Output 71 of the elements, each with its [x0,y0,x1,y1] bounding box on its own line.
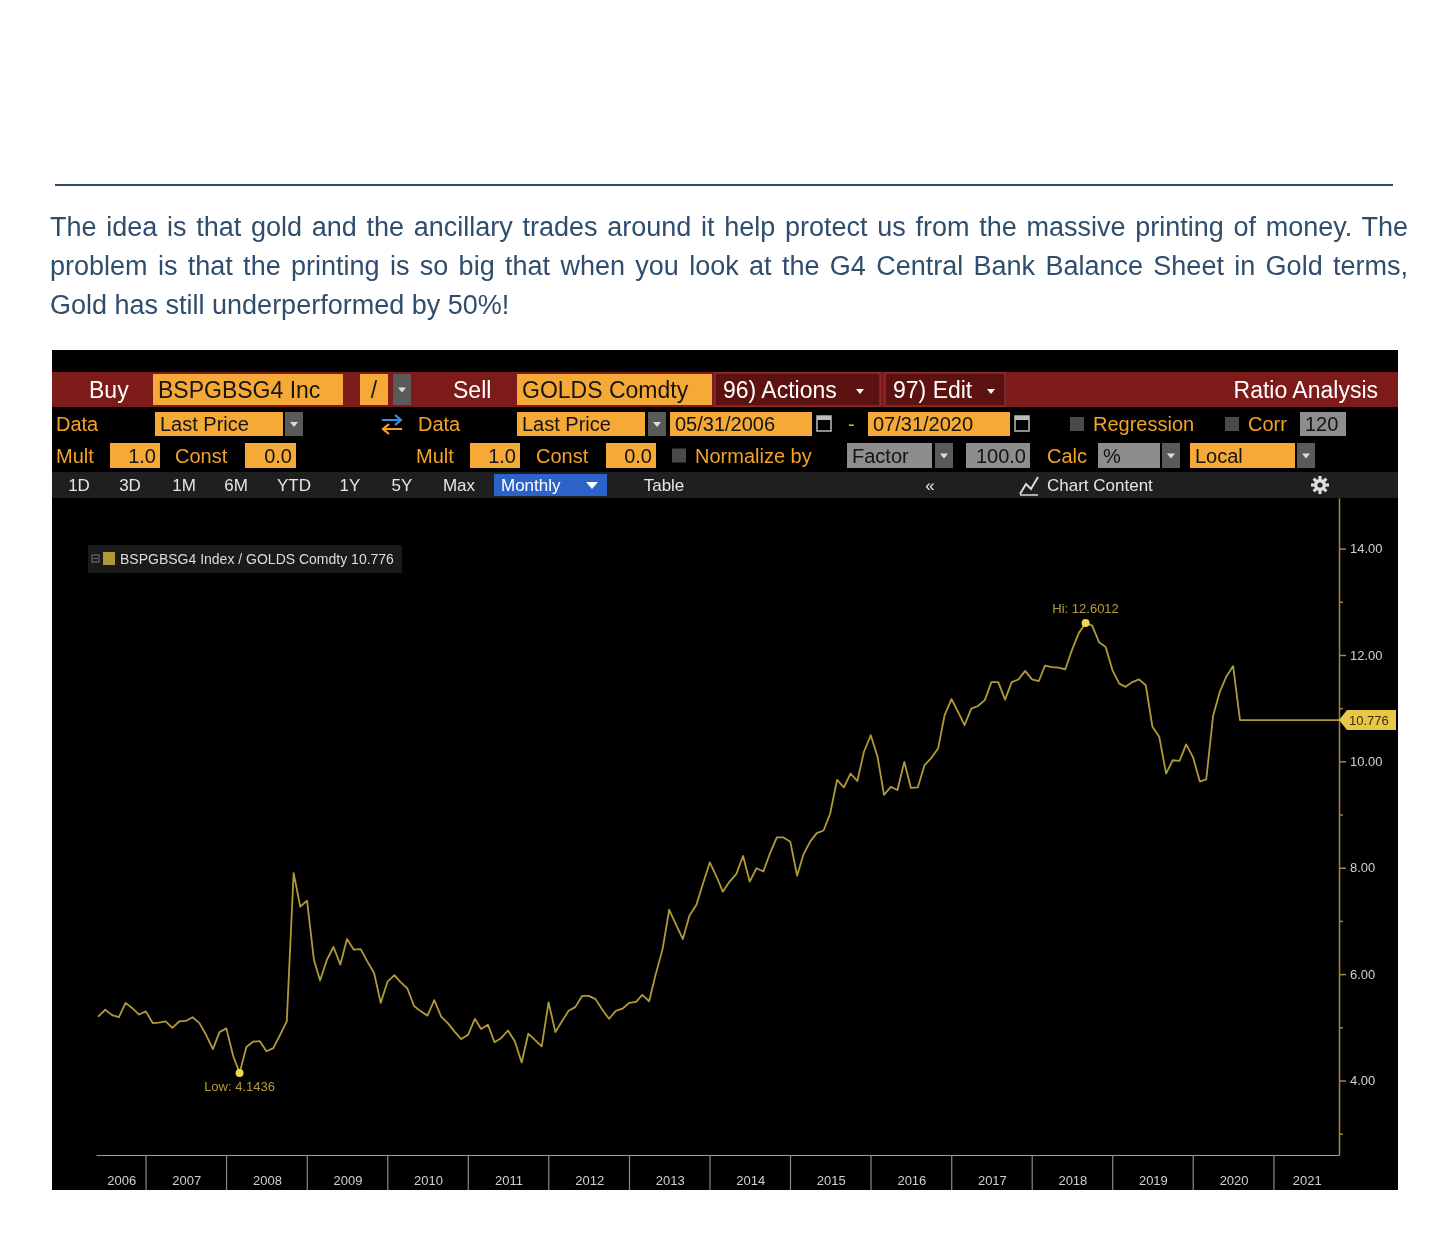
text: Max [442,475,476,495]
text: - [848,413,855,435]
text: Factor [852,444,910,467]
text: 1M [172,475,196,495]
x-tick-label: 2006 [107,1173,137,1189]
x-tick-label: 2017 [977,1173,1007,1189]
text: Chart Content [1047,475,1154,495]
y-tick-label: 6.00 [1350,966,1376,982]
text: 1D [68,475,90,495]
text: 1.0 [128,444,156,467]
y-tick-label: 12.00 [1350,647,1383,663]
text: 120 [1305,413,1339,435]
text: Data [56,413,100,435]
text: 1.0 [488,444,516,467]
y-tick-label: 10.00 [1350,753,1383,769]
text: BSPGBSG4 Inc [158,376,321,403]
text: Const [536,444,589,467]
text: % [1103,444,1121,467]
text: / [370,376,378,403]
text: Data [418,413,462,435]
x-tick-label: 2014 [736,1173,766,1189]
text: Ratio Analysis [1233,376,1378,403]
x-tick-label: 2016 [897,1173,927,1189]
text: Calc [1047,444,1088,467]
x-tick-label: 2009 [333,1173,363,1189]
text: Monthly [501,475,562,495]
text: 100.0 [975,444,1026,467]
text: 1Y [339,475,361,495]
text: 3D [119,475,141,495]
x-tick-label: 2007 [172,1173,202,1189]
x-tick-label: 2012 [575,1173,605,1189]
text: GOLDS Comdty [522,376,689,403]
y-tick-label: 8.00 [1350,860,1376,876]
x-tick-label: 2015 [816,1173,846,1189]
text: 0.0 [624,444,652,467]
x-tick-label: 2010 [413,1173,443,1189]
x-tick-label: 2013 [655,1173,685,1189]
x-tick-label: 2008 [252,1173,282,1189]
text: 05/31/2006 [675,413,776,435]
text: « [925,475,935,495]
text: Mult [416,444,455,467]
text: 0.0 [264,444,292,467]
text: Table [643,475,685,495]
annotation: Hi: 12.6012 [1052,601,1119,617]
text: Last Price [522,413,611,435]
text: 5Y [391,475,413,495]
text: Local [1195,444,1243,467]
x-tick-label: 2011 [494,1173,523,1189]
y-tick-label: 14.00 [1350,541,1383,557]
y-tick-label: 4.00 [1350,1073,1376,1089]
text: Regression [1093,413,1195,435]
text: Sell [453,376,492,403]
text: Mult [56,444,95,467]
text: Buy [89,376,130,403]
text: 07/31/2020 [873,413,974,435]
legend-label: BSPGBSG4 Index / GOLDS Comdty 10.776 [120,551,395,567]
annotation: 10.776 [1349,712,1389,728]
text: Last Price [160,413,249,435]
text: Corr [1248,413,1288,435]
text: 6M [224,475,248,495]
text: 97) Edit [893,376,973,403]
annotation: Low: 4.1436 [204,1079,275,1095]
x-tick-label: 2018 [1058,1173,1088,1189]
chart-title: The idea is that gold and the ancillary trades around it help protect us from the massive printing of money. The problem is that the printing is so big that when you look at the G4 Central Bank Balance Sheet in Gold terms, Gold has still underperformed by 50%! [50,211,1408,322]
x-tick-label: 2021 [1292,1173,1322,1189]
text: 96) Actions [723,376,837,403]
x-tick-label: 2019 [1138,1173,1168,1189]
text: Normalize by [695,444,812,467]
text: Const [175,444,228,467]
x-tick-label: 2020 [1219,1173,1249,1189]
text: YTD [277,475,311,495]
